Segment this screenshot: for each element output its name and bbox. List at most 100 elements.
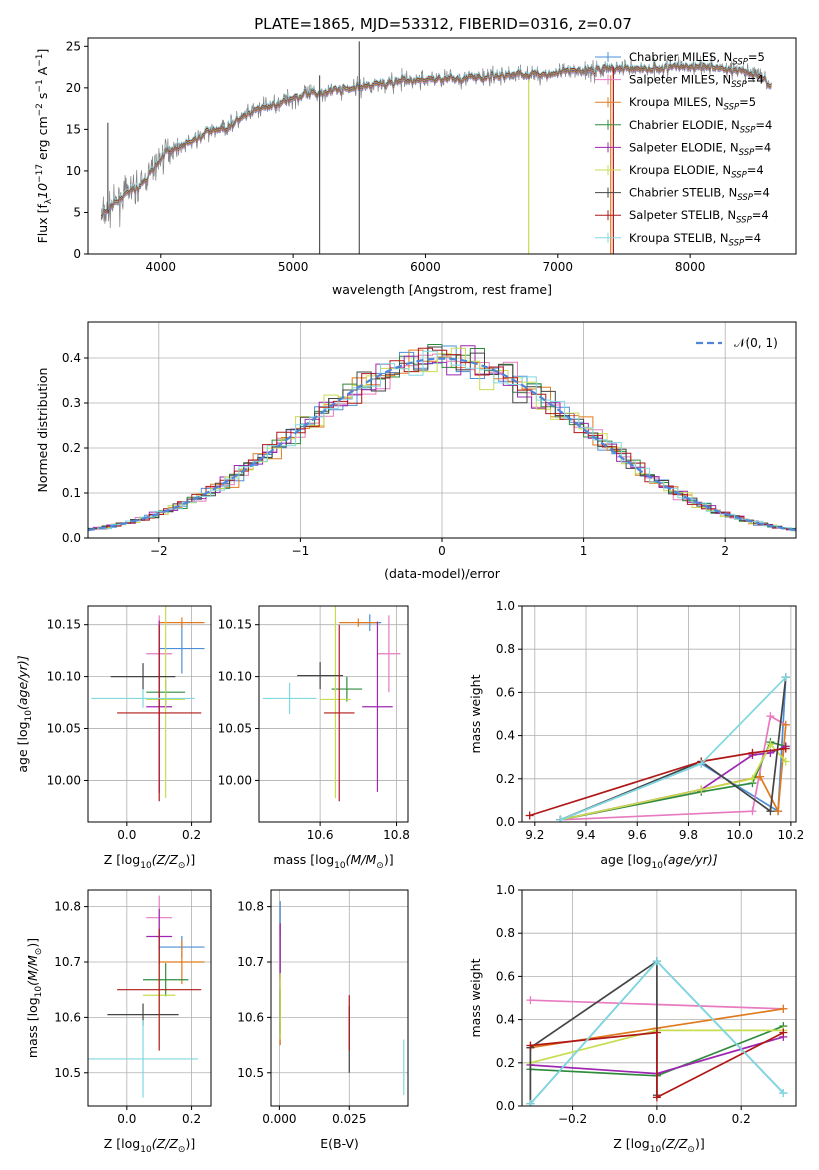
legend: Chabrier MILES, NSSP=5 Salpeter MILES, NS… bbox=[595, 50, 772, 248]
model-spectrum bbox=[100, 59, 772, 216]
x-tick-label: 0.025 bbox=[332, 1112, 366, 1126]
plot-area bbox=[88, 895, 205, 1098]
y-axis-label-exp: −1 bbox=[35, 79, 45, 92]
y-tick-label: 10.5 bbox=[54, 1066, 81, 1080]
legend-label-suffix: =4 bbox=[753, 186, 770, 200]
x-axis-label-rest: (M/M bbox=[346, 852, 377, 867]
x-axis-label-end: )] bbox=[695, 1136, 705, 1151]
legend-label-suffix: =4 bbox=[747, 73, 764, 87]
x-tick-label: 0.0 bbox=[117, 828, 136, 842]
plot-area bbox=[526, 957, 788, 1106]
model-spectrum bbox=[100, 61, 772, 218]
axes-frame bbox=[87, 889, 212, 1107]
x-tick-label: 0.0 bbox=[117, 1112, 136, 1126]
y-tick-label: 10.15 bbox=[47, 618, 81, 632]
mass-weight-line bbox=[529, 747, 786, 817]
x-axis-label-sub: 10 bbox=[140, 861, 152, 871]
y-axis-label-units: erg cm bbox=[35, 116, 50, 164]
y-axis-label-rest: 10 bbox=[35, 183, 50, 199]
y-tick-label: 0.0 bbox=[496, 1099, 515, 1113]
y-tick-label: 10.15 bbox=[218, 618, 252, 632]
x-axis-label: mass [log10(M/M⊙)] bbox=[273, 852, 393, 871]
legend-label: Salpeter STELIB, NSSP=4 bbox=[629, 208, 769, 226]
axes-frame bbox=[258, 605, 409, 823]
y-axis-label: Flux [fλ10−17 erg cm−2 s−1 A−1] bbox=[35, 49, 54, 244]
y-axis-label-end: ] bbox=[35, 49, 50, 54]
legend-label: Chabrier STELIB, NSSP=4 bbox=[629, 186, 770, 204]
legend-label-sub: SSP bbox=[724, 103, 740, 113]
x-axis-label-rest: (Z/Z bbox=[661, 1136, 688, 1151]
x-axis-label-rest: (Z/Z bbox=[152, 852, 179, 867]
y-tick-label: 0.0 bbox=[62, 531, 81, 545]
y-tick-label: 10.6 bbox=[54, 1010, 81, 1024]
y-tick-label: 10 bbox=[66, 164, 81, 178]
y-axis-label-sub: λ bbox=[44, 198, 54, 204]
x-axis-label: wavelength [Angstrom, rest frame] bbox=[332, 282, 552, 297]
mass-weight-line bbox=[530, 1031, 784, 1099]
y-tick-label: 0.2 bbox=[496, 1056, 515, 1070]
plot-area bbox=[91, 606, 205, 802]
x-axis-label: (data-model)/error bbox=[384, 566, 501, 581]
y-axis-label-rest: (M/M bbox=[25, 955, 40, 986]
y-tick-label: 10.7 bbox=[54, 955, 81, 969]
y-axis-label-sub: 10 bbox=[34, 986, 44, 998]
y-tick-label: 10.10 bbox=[47, 670, 81, 684]
x-axis-label: Z [log10(Z/Z⊙)] bbox=[613, 1136, 704, 1155]
y-tick-label: 10.5 bbox=[237, 1066, 264, 1080]
x-axis-label-end: )] bbox=[185, 852, 195, 867]
model-spectrum bbox=[100, 61, 772, 218]
x-axis-label: E(B-V) bbox=[320, 1136, 359, 1151]
axes-frame bbox=[521, 889, 797, 1107]
y-tick-label: 5 bbox=[73, 205, 81, 219]
x-tick-label: 2 bbox=[721, 544, 729, 558]
y-tick-label: 0.4 bbox=[496, 1013, 515, 1027]
x-tick-label: 8000 bbox=[675, 260, 706, 274]
plot-area bbox=[100, 41, 772, 254]
plot-area bbox=[279, 901, 405, 1095]
legend-label-suffix: =4 bbox=[752, 208, 769, 222]
y-tick-label: 1.0 bbox=[496, 883, 515, 897]
x-tick-label: −0.2 bbox=[558, 1112, 587, 1126]
gridlines bbox=[271, 890, 408, 1106]
figure-title: PLATE=1865, MJD=53312, FIBERID=0316, z=0… bbox=[254, 15, 632, 33]
y-tick-label: 10.8 bbox=[237, 900, 264, 914]
x-axis-label-sub: 10 bbox=[650, 1145, 662, 1155]
y-axis-label-exp: −2 bbox=[35, 103, 45, 116]
histogram-step bbox=[92, 345, 796, 531]
x-tick-label: −2 bbox=[150, 544, 168, 558]
y-tick-label: 0.6 bbox=[496, 969, 515, 983]
x-tick-label: 9.6 bbox=[628, 828, 647, 842]
x-tick-label: 0.2 bbox=[182, 1112, 201, 1126]
legend-label-suffix: =5 bbox=[739, 95, 756, 109]
model-spectrum bbox=[100, 63, 772, 220]
legend-label-sub: SSP bbox=[731, 171, 747, 181]
legend-label-sub: SSP bbox=[740, 125, 756, 135]
gridlines bbox=[88, 606, 211, 822]
y-axis-label-units: s bbox=[35, 93, 50, 104]
x-tick-label: 4000 bbox=[146, 260, 177, 274]
y-tick-label: 0.0 bbox=[496, 815, 515, 829]
y-tick-label: 25 bbox=[66, 39, 81, 53]
y-tick-label: 10.7 bbox=[237, 955, 264, 969]
legend-label: Chabrier MILES, NSSP=5 bbox=[629, 50, 765, 68]
x-tick-label: 10.6 bbox=[307, 828, 334, 842]
axes-frame bbox=[521, 605, 797, 823]
x-tick-label: 9.2 bbox=[525, 828, 544, 842]
legend-label-sub: SSP bbox=[736, 216, 752, 226]
gridlines bbox=[88, 890, 211, 1106]
legend: 𝒩(0, 1) bbox=[696, 336, 778, 350]
model-spectrum bbox=[100, 59, 772, 216]
x-tick-label: 0.2 bbox=[182, 828, 201, 842]
y-axis-label-sub2: ⊙ bbox=[34, 948, 44, 956]
age-vs-mass-panel: 10.6 10.8 10.00 10.05 10.10 10.15 mass [log10(… bbox=[218, 605, 410, 871]
y-tick-label: 0.1 bbox=[62, 486, 81, 500]
y-axis-label-end: )] bbox=[25, 938, 40, 948]
y-tick-label: 0.4 bbox=[496, 729, 515, 743]
y-tick-label: 10.05 bbox=[47, 722, 81, 736]
legend-label-suffix: =4 bbox=[744, 231, 761, 245]
x-tick-label: −1 bbox=[292, 544, 310, 558]
y-tick-label: 10.00 bbox=[218, 773, 252, 787]
y-axis-label: mass weight bbox=[468, 674, 483, 753]
y-tick-label: 10.10 bbox=[218, 670, 252, 684]
